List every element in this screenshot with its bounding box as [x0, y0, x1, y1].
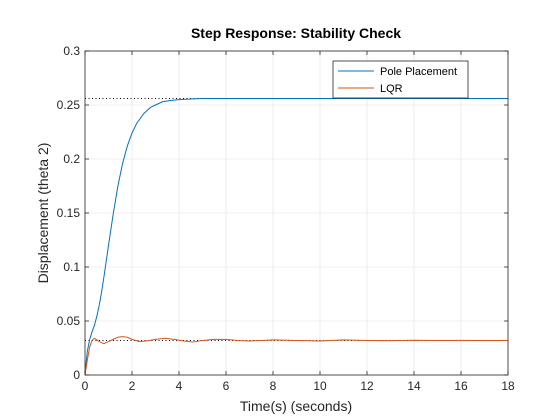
y-tick-label: 0.25 [57, 98, 81, 112]
x-tick-label: 14 [407, 379, 421, 393]
chart-title: Step Response: Stability Check [191, 25, 401, 41]
x-axis-label: Time(s) (seconds) [240, 398, 352, 414]
x-tick-label: 6 [223, 379, 230, 393]
x-tick-label: 4 [176, 379, 183, 393]
y-tick-labels: 0 0.05 0.1 0.15 0.2 0.25 0.3 [57, 44, 81, 382]
y-axis-label: Displacement (theta 2) [35, 143, 51, 284]
x-tick-label: 16 [454, 379, 468, 393]
legend-label-pole-placement: Pole Placement [380, 66, 457, 78]
axis-ticks [84, 50, 509, 376]
x-tick-labels: 0 2 4 6 8 10 12 14 16 18 [82, 379, 515, 393]
legend-label-lqr: LQR [380, 83, 403, 95]
legend[interactable]: Pole Placement LQR [332, 60, 469, 99]
y-tick-label: 0.1 [63, 260, 80, 274]
x-tick-label: 12 [360, 379, 374, 393]
y-tick-label: 0.3 [63, 44, 80, 58]
y-tick-label: 0.05 [57, 314, 81, 328]
x-tick-label: 10 [313, 379, 327, 393]
legend-box [332, 60, 469, 99]
x-tick-label: 18 [501, 379, 515, 393]
series-line-lqr [84, 336, 509, 376]
x-tick-label: 0 [82, 379, 89, 393]
y-tick-label: 0 [73, 368, 80, 382]
y-tick-label: 0.2 [63, 152, 80, 166]
x-tick-label: 8 [270, 379, 277, 393]
y-tick-label: 0.15 [57, 206, 81, 220]
series-layer [84, 98, 509, 376]
x-tick-label: 2 [129, 379, 136, 393]
steady-state-reference-lines [85, 98, 508, 341]
series-line-pole-placement [84, 98, 508, 376]
